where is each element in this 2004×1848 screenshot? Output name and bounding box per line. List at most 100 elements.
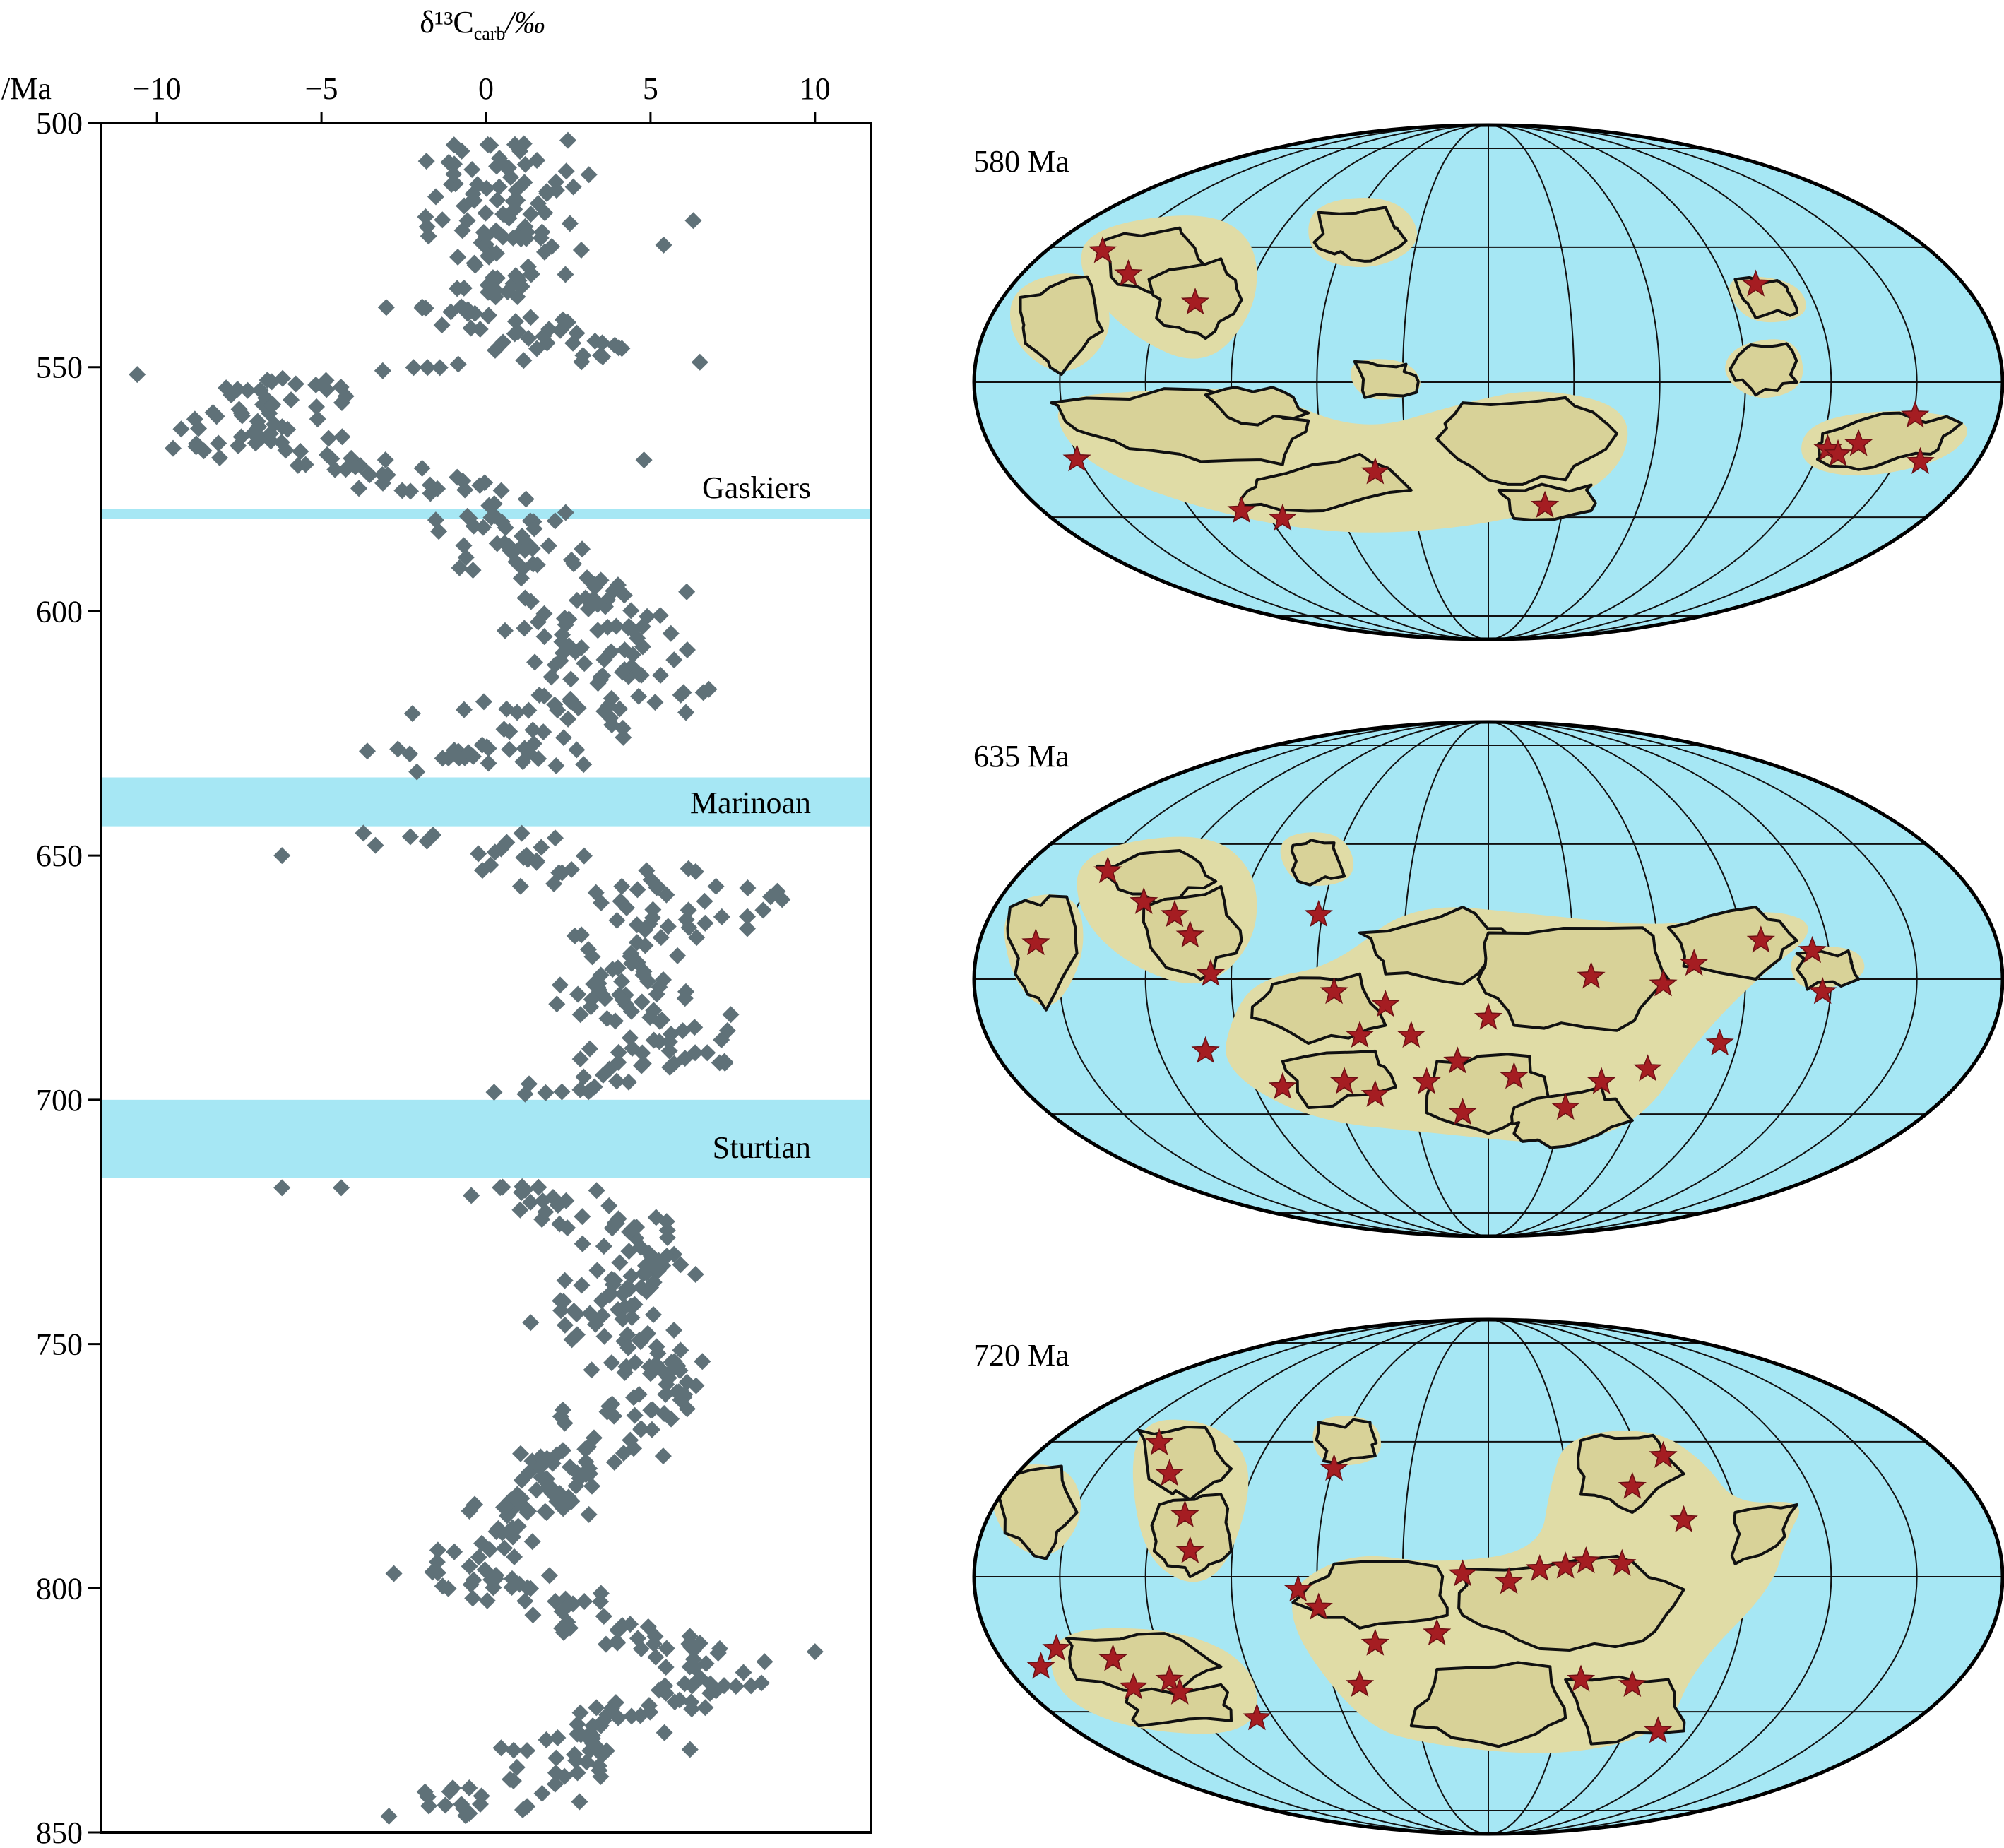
meridian-line <box>1144 125 1832 639</box>
data-point <box>646 694 664 711</box>
craton-outline <box>1353 360 1420 399</box>
site-star <box>1144 1428 1174 1455</box>
data-point <box>332 379 350 396</box>
data-point <box>516 1592 534 1610</box>
paleomap-580: 580 Ma <box>972 123 2004 641</box>
data-point <box>479 136 497 153</box>
data-point <box>555 1623 572 1641</box>
data-point <box>535 243 553 261</box>
data-point <box>571 1050 589 1068</box>
data-point <box>572 242 590 259</box>
site-star <box>1746 925 1775 953</box>
data-point <box>374 362 391 379</box>
data-point <box>665 651 683 669</box>
data-point <box>642 1402 660 1419</box>
data-point <box>687 863 704 880</box>
data-point <box>584 1717 602 1735</box>
data-point <box>470 845 487 863</box>
data-point <box>522 1193 540 1211</box>
craton-outline <box>993 1464 1079 1560</box>
data-point <box>569 1715 586 1733</box>
data-point <box>540 321 558 338</box>
data-point <box>473 1787 490 1805</box>
data-point <box>459 304 477 322</box>
data-point <box>641 1358 658 1375</box>
site-star <box>1345 1020 1375 1048</box>
data-point <box>658 1640 675 1657</box>
data-point <box>603 1270 621 1288</box>
x-tick-label: −10 <box>133 71 182 106</box>
data-point <box>493 513 511 531</box>
site-star <box>1062 444 1091 472</box>
site-star <box>1268 503 1297 531</box>
data-point <box>333 393 350 411</box>
data-point <box>567 1752 585 1770</box>
data-point <box>473 1534 491 1552</box>
data-point <box>574 540 591 558</box>
data-point <box>509 704 526 721</box>
data-point <box>513 824 530 842</box>
data-point <box>516 620 533 637</box>
data-point <box>547 1749 565 1767</box>
data-point <box>806 1643 824 1661</box>
data-point <box>591 347 609 365</box>
data-point <box>554 1401 571 1418</box>
site-star <box>1330 1067 1359 1094</box>
data-point <box>639 1618 657 1635</box>
data-point <box>598 1742 615 1760</box>
y-tick-label: 850 <box>36 1816 83 1848</box>
glaciation-band <box>101 1099 871 1178</box>
site-star <box>1808 977 1837 1005</box>
data-point <box>507 267 525 285</box>
site-star <box>1130 887 1158 914</box>
data-point <box>429 1541 446 1559</box>
data-point <box>516 541 534 559</box>
data-point <box>526 520 543 538</box>
data-point <box>517 490 535 508</box>
data-point <box>608 911 626 929</box>
data-point <box>530 686 548 704</box>
data-point <box>681 1628 699 1645</box>
data-point <box>573 639 591 656</box>
data-point <box>619 1073 637 1091</box>
data-point <box>619 619 637 636</box>
data-point <box>613 877 631 895</box>
data-point <box>533 839 550 856</box>
data-point <box>419 359 437 377</box>
data-point <box>547 1592 564 1610</box>
site-star <box>1021 928 1050 956</box>
data-point <box>538 1450 556 1467</box>
data-point <box>635 451 653 469</box>
data-point <box>665 1322 683 1339</box>
data-point <box>643 1421 660 1438</box>
data-point <box>707 877 725 895</box>
data-point <box>711 1054 728 1072</box>
site-star <box>1906 446 1935 474</box>
data-point <box>575 1068 593 1086</box>
data-point <box>602 709 619 727</box>
site-star <box>1191 1036 1220 1064</box>
data-point <box>614 719 632 737</box>
data-point <box>579 569 596 587</box>
data-point <box>401 828 419 846</box>
site-star <box>1283 1575 1312 1602</box>
data-point <box>548 995 566 1013</box>
x-axis-title-subscript: carb <box>474 23 506 44</box>
site-star <box>1397 1020 1425 1048</box>
data-point <box>655 971 672 988</box>
data-point <box>427 188 444 206</box>
data-point <box>630 687 648 705</box>
craton-outline <box>1730 1503 1798 1565</box>
data-point <box>465 1571 482 1589</box>
site-star <box>1741 269 1770 297</box>
data-point <box>504 229 522 247</box>
data-point <box>756 1653 773 1671</box>
craton-outline <box>1476 926 1670 1032</box>
data-point <box>583 1477 601 1495</box>
data-point <box>557 266 574 283</box>
data-point <box>739 879 757 896</box>
data-point <box>607 1214 625 1232</box>
data-point <box>574 1208 591 1226</box>
data-point <box>588 1262 606 1279</box>
data-point <box>622 944 640 962</box>
